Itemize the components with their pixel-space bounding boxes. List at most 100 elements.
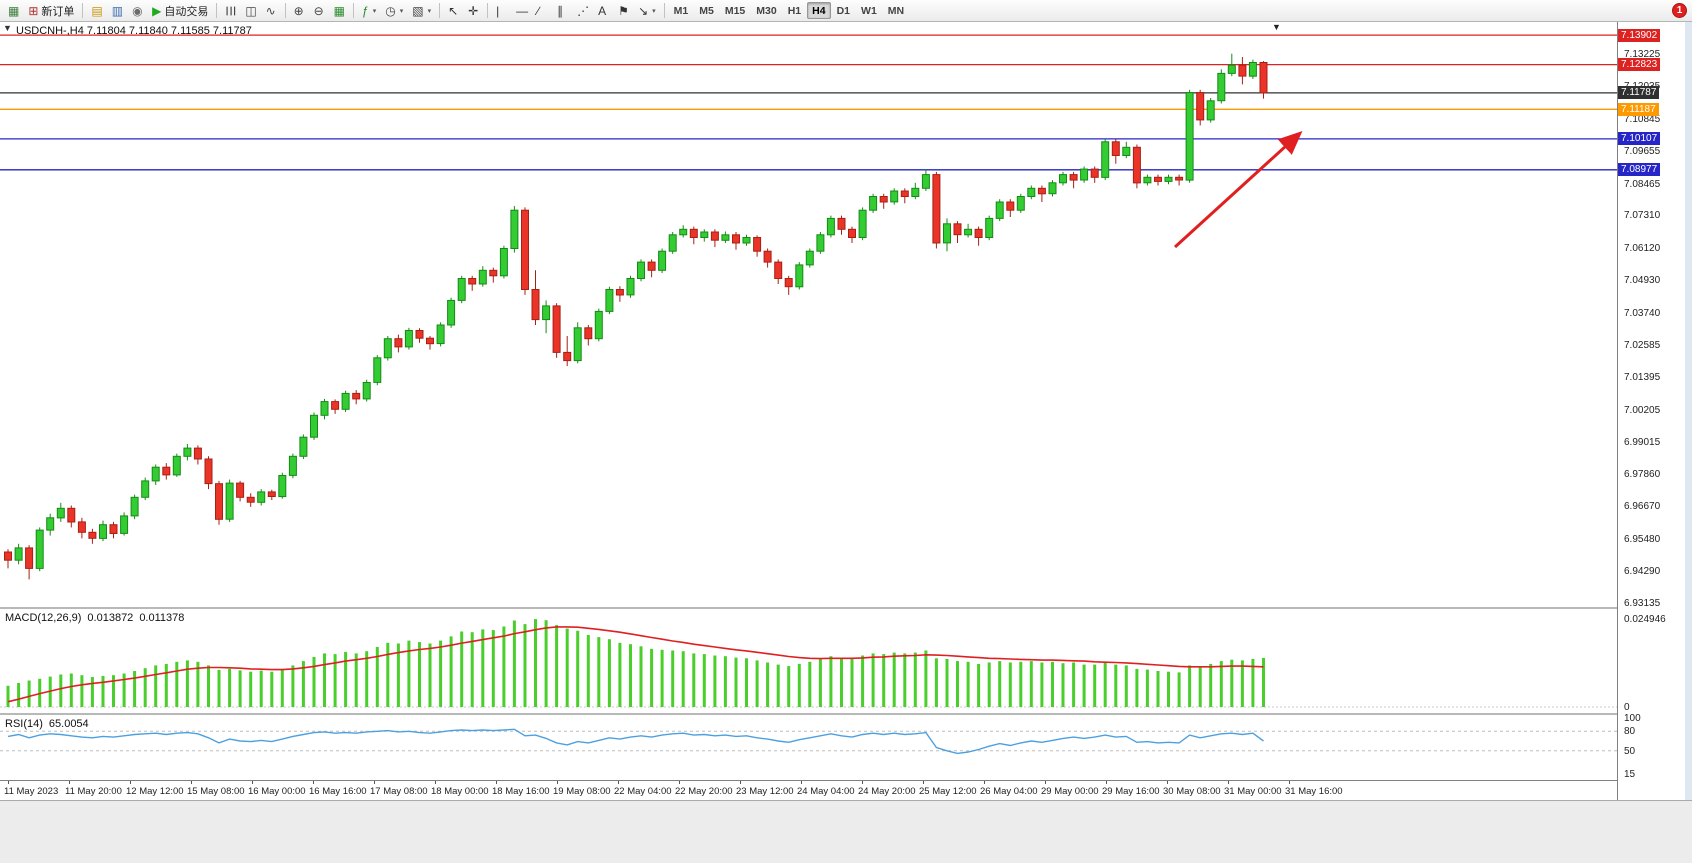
toolbar-separator — [82, 3, 84, 18]
price-axis-label: 7.10845 — [1624, 113, 1661, 125]
caret-down-icon: ▾ — [652, 7, 656, 15]
label-icon[interactable]: ⚑ — [614, 2, 633, 20]
zoom-out-icon: ⊖ — [313, 3, 324, 18]
price-axis-label: 6.95480 — [1624, 533, 1661, 545]
fibonacci-icon: ⋰ — [577, 3, 590, 18]
symbol-ohlc-text: USDCNH-,H4 7.11804 7.11840 7.11585 7.117… — [16, 25, 252, 37]
time-axis-label: 22 May 04:00 — [614, 786, 672, 797]
autotrade-button[interactable]: ▶ 自动交易 — [148, 2, 212, 20]
fibonacci-icon[interactable]: ⋰ — [573, 2, 593, 20]
timeframe-h1[interactable]: H1 — [787, 4, 802, 17]
time-axis-label: 16 May 00:00 — [248, 786, 306, 797]
caret-down-icon: ▾ — [372, 7, 377, 15]
rsi-value: 65.0054 — [48, 718, 89, 730]
time-axis-label: 31 May 00:00 — [1224, 786, 1282, 797]
new-order-button[interactable]: ⊞ 新订单 — [24, 2, 78, 20]
rsi-axis-label: 50 — [1624, 745, 1636, 757]
time-tick — [1167, 781, 1168, 784]
time-tick — [618, 781, 619, 784]
time-tick — [313, 781, 314, 784]
templates-button[interactable]: ▧ ▾ — [408, 2, 435, 20]
charts-grid-icon[interactable]: ▦ — [4, 2, 23, 20]
price-axis-label: 6.96670 — [1624, 501, 1661, 513]
timeframe-d1[interactable]: D1 — [836, 4, 851, 17]
timeframe-mn[interactable]: MN — [887, 4, 905, 17]
timeframe-m15[interactable]: M15 — [724, 4, 746, 17]
channel-icon: ∥ — [557, 3, 564, 18]
cursor-icon[interactable]: ↖ — [444, 2, 463, 20]
time-axis-label: 15 May 08:00 — [187, 786, 245, 797]
price-axis-label: 6.94290 — [1624, 566, 1661, 578]
bar-chart-icon[interactable]: ☰ — [221, 2, 240, 20]
pane-splitter[interactable] — [0, 713, 1692, 715]
ohlc-display: USDCNH-,H4 7.11804 7.11840 7.11585 7.117… — [16, 25, 252, 37]
price-level-badge: 7.12823 — [1618, 58, 1661, 72]
price-axis[interactable]: 7.132257.120357.108457.096557.084657.073… — [1617, 22, 1685, 800]
candlestick-icon[interactable]: ◫ — [241, 2, 260, 20]
time-tick — [252, 781, 253, 784]
chart-shift-marker[interactable]: ▼ — [1272, 22, 1281, 32]
time-tick — [801, 781, 802, 784]
data-window-icon[interactable]: ▥ — [108, 2, 127, 20]
shapes-button[interactable]: ↘ ▾ — [634, 2, 660, 20]
periods-button[interactable]: ◷ ▾ — [381, 2, 407, 20]
time-axis-label: 29 May 00:00 — [1041, 786, 1099, 797]
time-axis-label: 26 May 04:00 — [980, 786, 1038, 797]
chart-menu-icon[interactable]: ▼ — [3, 23, 12, 33]
timeframe-w1[interactable]: W1 — [861, 4, 877, 17]
notification-badge[interactable]: 1 — [1672, 3, 1687, 18]
timeframe-m1[interactable]: M1 — [673, 4, 689, 17]
templates-icon: ▧ — [412, 3, 424, 18]
line-chart-icon[interactable]: ∿ — [262, 2, 281, 20]
time-tick — [862, 781, 863, 784]
time-axis-label: 24 May 20:00 — [858, 786, 916, 797]
price-level-badge: 7.13902 — [1618, 28, 1661, 42]
text-icon[interactable]: A — [594, 2, 613, 20]
caret-down-icon: ▾ — [427, 7, 432, 15]
rsi-pane[interactable] — [0, 715, 1617, 780]
timeframe-m30[interactable]: M30 — [756, 4, 777, 17]
navigator-icon[interactable]: ◉ — [128, 2, 147, 20]
macd-label: MACD(12,26,9) 0.013872 0.011378 — [5, 612, 184, 624]
time-tick — [496, 781, 497, 784]
time-axis-label: 23 May 12:00 — [736, 786, 794, 797]
price-axis-label: 7.00205 — [1624, 404, 1661, 416]
price-axis-label: 7.02585 — [1624, 339, 1661, 351]
vertical-line-icon[interactable]: | — [492, 2, 511, 20]
price-axis-label: 7.06120 — [1624, 242, 1661, 254]
rsi-axis-label: 100 — [1624, 713, 1641, 725]
price-pane[interactable] — [0, 22, 1617, 607]
horizontal-line-icon[interactable]: — — [512, 2, 532, 20]
periods-icon: ◷ — [385, 3, 396, 18]
crosshair-icon[interactable]: ✛ — [464, 2, 483, 20]
macd-pane[interactable] — [0, 609, 1617, 713]
time-axis[interactable]: 11 May 2023 11 May 20:00 12 May 12:00 15 Ma… — [0, 780, 1617, 800]
toolbar-separator — [353, 3, 355, 18]
autotrade-icon: ▶ — [152, 3, 162, 18]
pane-splitter[interactable] — [0, 607, 1692, 609]
vertical-scrollbar[interactable] — [1685, 22, 1692, 800]
zoom-out-icon[interactable]: ⊖ — [310, 2, 329, 20]
toolbar-separator — [663, 3, 665, 18]
price-axis-label: 6.93135 — [1624, 598, 1661, 610]
shapes-icon: ↘ — [638, 3, 649, 18]
channel-icon[interactable]: ∥ — [553, 2, 572, 20]
time-tick — [679, 781, 680, 784]
tile-windows-icon: ▦ — [333, 3, 346, 18]
macd-axis-label: 0.024946 — [1624, 613, 1666, 625]
time-axis-label: 24 May 04:00 — [797, 786, 855, 797]
time-axis-label: 18 May 16:00 — [492, 786, 550, 797]
indicators-button[interactable]: ƒ ▾ — [358, 2, 380, 20]
toolbar-separator — [216, 3, 218, 18]
tile-windows-icon[interactable]: ▦ — [330, 2, 349, 20]
rsi-label: RSI(14) 65.0054 — [5, 718, 89, 730]
price-axis-label: 7.01395 — [1624, 372, 1661, 384]
trendline-icon[interactable]: ∕ — [533, 2, 552, 20]
market-watch-icon[interactable]: ▤ — [87, 2, 106, 20]
autotrade-button-label: 自动交易 — [164, 5, 209, 18]
zoom-in-icon[interactable]: ⊕ — [290, 2, 309, 20]
timeframe-m5[interactable]: M5 — [699, 4, 714, 17]
timeframe-h4[interactable]: H4 — [807, 2, 831, 19]
toolbar-separator — [284, 3, 286, 18]
macd-main-value: 0.013872 — [87, 612, 134, 624]
